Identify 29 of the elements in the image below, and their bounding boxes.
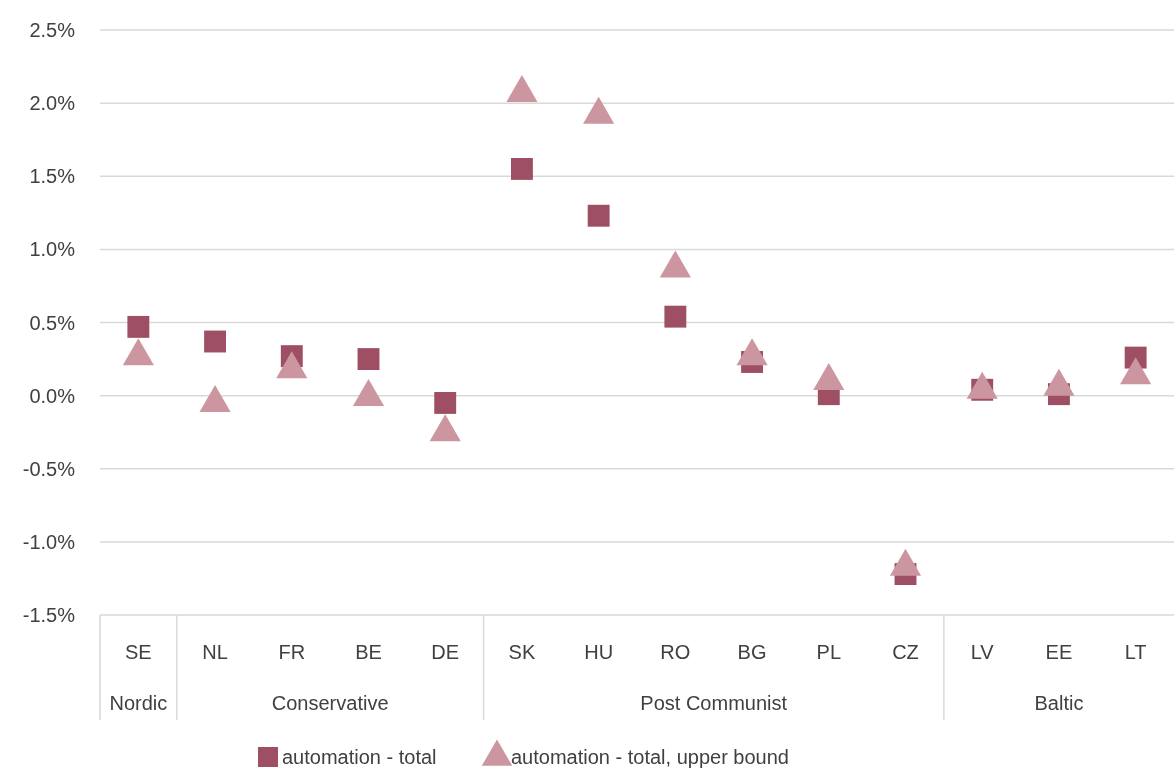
x-tick-label: DE	[431, 641, 460, 663]
y-tick-label: -1.0%	[22, 530, 76, 553]
x-tick-label: FR	[278, 641, 306, 663]
y-tick-label: 1.5%	[29, 165, 76, 188]
y-tick-label: 0.0%	[29, 384, 76, 407]
y-tick-label: -0.5%	[22, 457, 76, 480]
y-tick-label: 2.0%	[29, 92, 76, 115]
y-tick-label: 0.5%	[29, 311, 76, 334]
text: Post Communist	[640, 692, 788, 714]
x-tick-label: LT	[1124, 641, 1147, 663]
text: Nordic	[109, 692, 168, 714]
x-tick-label: BE	[355, 641, 382, 663]
legend-label: automation - total, upper bound	[511, 746, 789, 768]
x-tick-label: EE	[1045, 641, 1073, 663]
x-tick-label: PL	[816, 641, 842, 663]
legend-label: automation - total	[282, 746, 437, 768]
y-tick-label: 1.0%	[29, 238, 76, 261]
x-tick-label: SE	[125, 641, 152, 663]
text: Baltic	[1034, 692, 1084, 714]
y-tick-label: 2.5%	[29, 19, 76, 41]
x-tick-label: HU	[584, 641, 614, 663]
x-tick-label: NL	[202, 641, 228, 663]
x-tick-label: RO	[660, 641, 691, 663]
x-tick-label: SK	[508, 641, 536, 663]
text: Conservative	[271, 692, 389, 714]
x-tick-label: LV	[970, 641, 995, 663]
x-tick-label: CZ	[892, 641, 919, 663]
y-tick-label: -1.5%	[22, 604, 76, 626]
x-tick-label: BG	[737, 641, 767, 663]
